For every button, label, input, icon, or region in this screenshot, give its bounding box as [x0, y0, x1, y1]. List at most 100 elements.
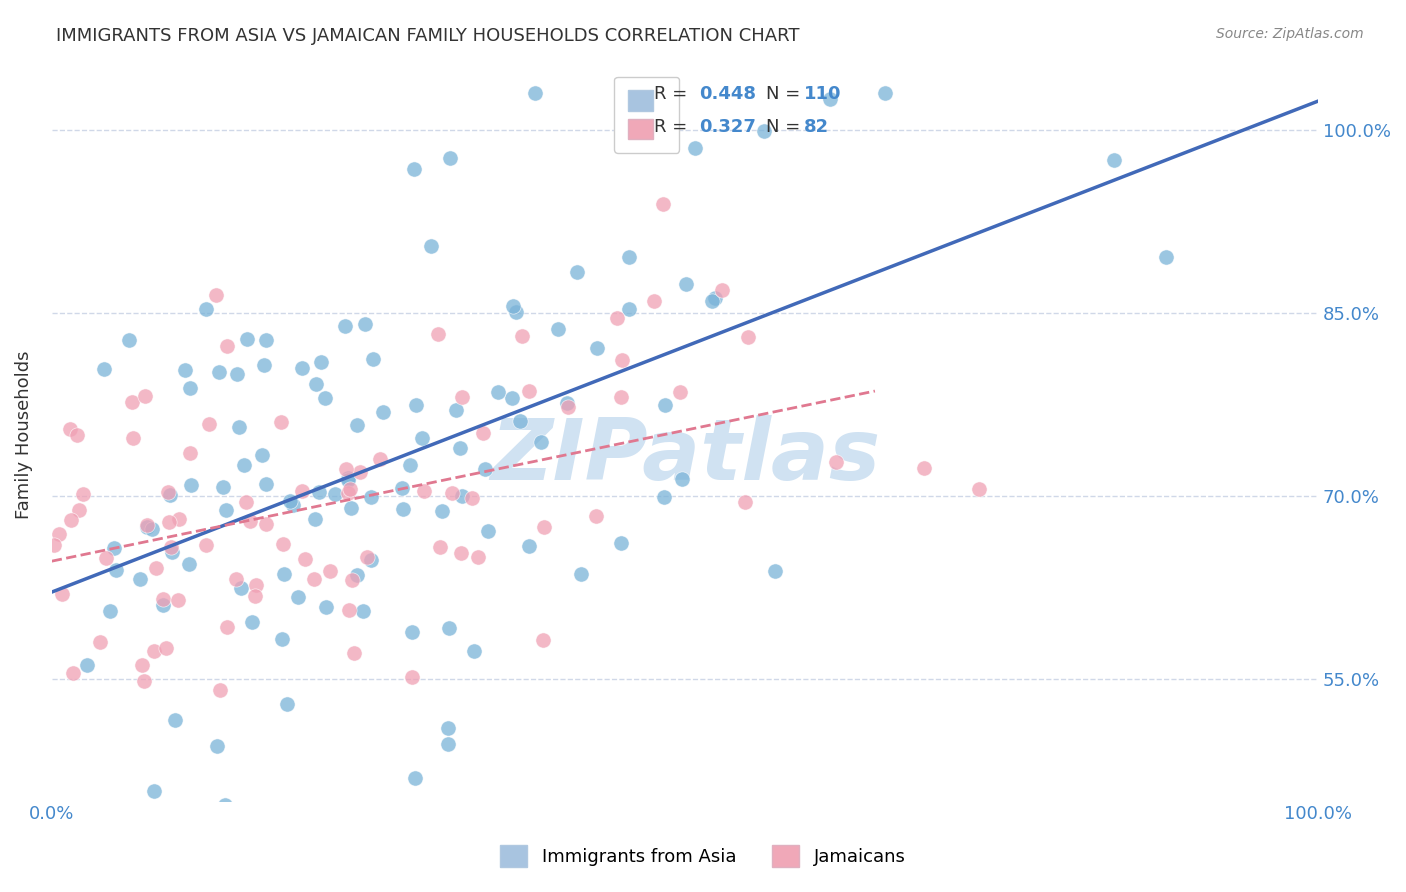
Point	[207, 365, 229, 379]
Point	[205, 739, 228, 753]
Point	[505, 305, 527, 319]
Point	[654, 399, 676, 413]
Point	[531, 632, 554, 647]
Point	[337, 473, 360, 487]
Point	[294, 551, 316, 566]
Point	[510, 329, 533, 343]
Point	[411, 431, 433, 445]
Point	[152, 598, 174, 612]
Point	[429, 540, 451, 554]
Point	[463, 644, 485, 658]
Point	[737, 330, 759, 344]
Point	[291, 361, 314, 376]
Point	[276, 698, 298, 712]
Point	[436, 737, 458, 751]
Point	[612, 353, 634, 368]
Point	[254, 517, 277, 532]
Point	[145, 561, 167, 575]
Point	[333, 319, 356, 334]
Point	[734, 494, 756, 508]
Point	[122, 431, 145, 445]
Point	[121, 395, 143, 409]
Point	[441, 486, 464, 500]
Point	[253, 358, 276, 372]
Point	[105, 563, 128, 577]
Point	[1154, 251, 1177, 265]
Point	[240, 615, 263, 629]
Point	[373, 405, 395, 419]
Point	[467, 550, 489, 565]
Point	[335, 462, 357, 476]
Point	[472, 425, 495, 440]
Point	[167, 511, 190, 525]
Text: R =: R =	[654, 85, 693, 103]
Point	[336, 471, 359, 485]
Point	[304, 511, 326, 525]
Point	[281, 498, 304, 512]
Point	[399, 458, 422, 473]
Point	[235, 495, 257, 509]
Point	[305, 377, 328, 392]
Point	[569, 566, 592, 581]
Point	[360, 490, 382, 504]
Point	[354, 317, 377, 331]
Point	[392, 501, 415, 516]
Point	[702, 294, 724, 309]
Point	[208, 683, 231, 698]
Point	[763, 564, 786, 578]
Point	[177, 557, 200, 571]
Point	[278, 494, 301, 508]
Point	[547, 322, 569, 336]
Point	[72, 487, 94, 501]
Text: ZIPatlas: ZIPatlas	[489, 415, 880, 498]
Point	[180, 478, 202, 492]
Point	[131, 658, 153, 673]
Point	[93, 361, 115, 376]
Point	[437, 721, 460, 735]
Point	[419, 238, 441, 252]
Point	[360, 553, 382, 567]
Point	[675, 277, 697, 291]
Point	[368, 452, 391, 467]
Point	[610, 536, 633, 550]
Point	[103, 541, 125, 555]
Point	[643, 293, 665, 308]
Point	[401, 625, 423, 640]
Point	[323, 487, 346, 501]
Point	[134, 388, 156, 402]
Point	[346, 418, 368, 433]
Point	[486, 384, 509, 399]
Point	[155, 641, 177, 656]
Point	[65, 427, 87, 442]
Point	[343, 646, 366, 660]
Point	[134, 674, 156, 689]
Point	[315, 599, 337, 614]
Point	[703, 291, 725, 305]
Point	[432, 504, 454, 518]
Point	[59, 513, 82, 527]
Point	[873, 86, 896, 100]
Point	[250, 448, 273, 462]
Point	[451, 390, 474, 404]
Point	[291, 484, 314, 499]
Point	[519, 384, 541, 398]
Point	[1104, 153, 1126, 167]
Point	[204, 288, 226, 302]
Point	[136, 518, 159, 533]
Point	[225, 368, 247, 382]
Point	[98, 604, 121, 618]
Point	[179, 446, 201, 460]
Point	[51, 586, 73, 600]
Text: 0.448: 0.448	[699, 85, 756, 103]
Point	[152, 592, 174, 607]
Point	[118, 333, 141, 347]
Point	[229, 581, 252, 595]
Point	[439, 151, 461, 165]
Point	[62, 665, 84, 680]
Point	[89, 635, 111, 649]
Point	[163, 714, 186, 728]
Point	[314, 391, 336, 405]
Text: N =: N =	[766, 85, 806, 103]
Point	[167, 592, 190, 607]
Point	[160, 545, 183, 559]
